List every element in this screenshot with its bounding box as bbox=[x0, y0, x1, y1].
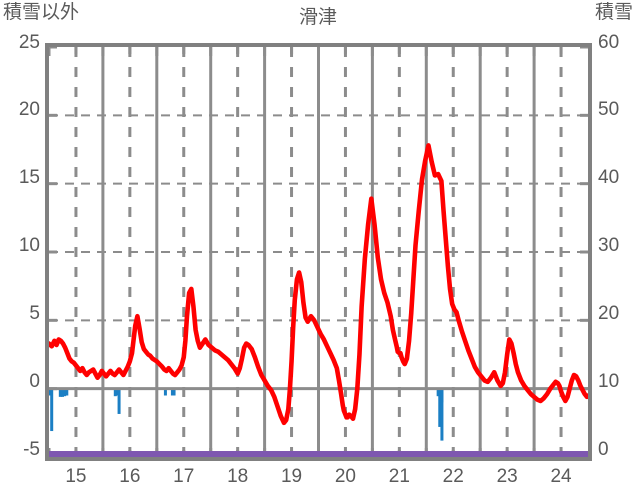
plot-svg bbox=[49, 47, 588, 457]
y-left-tick-5: 5 bbox=[29, 303, 40, 324]
series-line-temperature bbox=[49, 143, 588, 426]
x-tick-18: 18 bbox=[227, 466, 249, 487]
y-right-tick-30: 30 bbox=[598, 235, 620, 256]
chart-title: 滑津 bbox=[298, 7, 337, 28]
x-tick-21: 21 bbox=[388, 466, 410, 487]
snow-bar bbox=[58, 388, 62, 397]
y-left-tick-20: 20 bbox=[18, 99, 40, 120]
temperature-line bbox=[49, 143, 588, 426]
y-left-tick-neg5: -5 bbox=[23, 439, 40, 460]
x-tick-20: 20 bbox=[334, 466, 356, 487]
x-tick-15: 15 bbox=[65, 466, 87, 487]
snow-bar bbox=[172, 388, 176, 396]
snow-bar bbox=[113, 388, 117, 397]
snow-bar bbox=[438, 388, 442, 427]
x-tick-17: 17 bbox=[173, 466, 195, 487]
snow-bar bbox=[117, 388, 121, 414]
snow-bar bbox=[170, 388, 174, 396]
y-right-tick-20: 20 bbox=[598, 303, 620, 324]
gridlines bbox=[49, 47, 588, 457]
plot-frame bbox=[45, 43, 592, 461]
snow-bar bbox=[60, 388, 64, 397]
snow-bar bbox=[65, 388, 69, 396]
snow-bar bbox=[436, 388, 440, 397]
snow-bars bbox=[49, 388, 444, 441]
y-left-tick-15: 15 bbox=[18, 167, 40, 188]
x-tick-22: 22 bbox=[442, 466, 464, 487]
snow-bar bbox=[163, 388, 167, 396]
right-axis-title: 積雪 bbox=[594, 2, 633, 23]
y-right-tick-0: 0 bbox=[598, 439, 609, 460]
snow-bar bbox=[440, 388, 444, 441]
snow-bar bbox=[63, 388, 67, 397]
y-left-tick-25: 25 bbox=[18, 32, 40, 53]
x-tick-16: 16 bbox=[119, 466, 141, 487]
snow-bar bbox=[50, 388, 54, 432]
y-left-tick-0: 0 bbox=[29, 371, 40, 392]
left-axis-title: 積雪以外 bbox=[3, 2, 80, 23]
y-right-tick-10: 10 bbox=[598, 371, 620, 392]
y-right-tick-50: 50 bbox=[598, 99, 620, 120]
x-tick-23: 23 bbox=[496, 466, 518, 487]
y-right-tick-60: 60 bbox=[598, 32, 620, 53]
y-right-tick-40: 40 bbox=[598, 167, 620, 188]
plot-area bbox=[49, 47, 588, 457]
x-tick-19: 19 bbox=[280, 466, 303, 487]
y-left-tick-10: 10 bbox=[18, 235, 40, 256]
x-tick-24: 24 bbox=[550, 466, 572, 487]
